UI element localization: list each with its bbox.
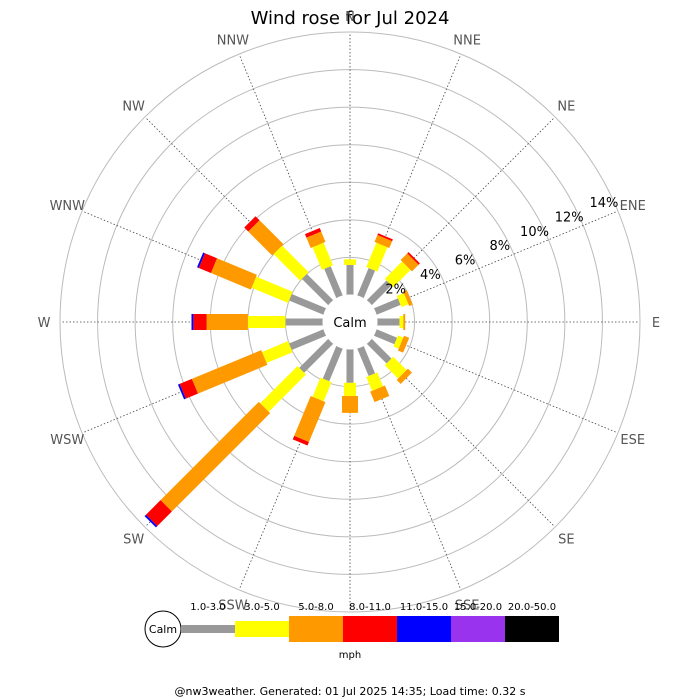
bar-wnw-bin-2 — [251, 276, 293, 303]
bar-ne-bin-1 — [366, 280, 392, 306]
bar-ssw-bin-3 — [294, 395, 326, 442]
bar-wsw-bin-3 — [191, 350, 268, 394]
bar-nnw-bin-4 — [304, 228, 322, 238]
legend-swatch-7 — [505, 616, 559, 642]
legend-label-5: 11.0-15.0 — [400, 602, 448, 613]
bar-ese-bin-2 — [393, 335, 404, 349]
spoke-ese — [374, 331, 617, 433]
bar-wsw-bin-5 — [177, 383, 186, 400]
bar-nw-bin-3 — [248, 220, 284, 256]
direction-label-e: E — [652, 316, 660, 331]
percent-label-1: 2% — [385, 282, 406, 297]
bar-sse-bin-3 — [370, 385, 390, 403]
chart-title: Wind rose for Jul 2024 — [251, 8, 450, 29]
direction-label-sw: SW — [123, 532, 144, 547]
wind-bars — [144, 216, 420, 528]
legend-label-7: 20.0-50.0 — [508, 602, 556, 613]
direction-label-nnw: NNW — [217, 33, 249, 48]
percent-labels: 2% 4% 6% 8% 10% 12% 14% — [385, 196, 618, 297]
bar-nne-bin-1 — [357, 267, 376, 299]
bar-ne-bin-3 — [400, 253, 419, 272]
legend-swatch-5 — [397, 616, 451, 642]
legend-units: mph — [339, 650, 361, 661]
direction-label-ene: ENE — [620, 199, 646, 214]
spoke-ene — [374, 211, 617, 313]
bar-sw-bin-1 — [299, 338, 334, 373]
bar-ssw-bin-2 — [312, 377, 332, 402]
percent-label-3: 6% — [455, 254, 476, 269]
bar-sse-bin-1 — [357, 345, 376, 377]
grid-ring-5 — [134, 106, 566, 538]
bar-wsw-bin-4 — [179, 378, 198, 399]
legend-label-6: 15.0-20.0 — [454, 602, 502, 613]
bar-se-bin-3 — [396, 368, 412, 384]
legend-label-3: 5.0-8.0 — [298, 602, 333, 613]
direction-label-w: W — [38, 316, 51, 331]
legend-calm-label: Calm — [149, 623, 177, 636]
bar-sw-bin-4 — [145, 500, 172, 527]
bar-sw-bin-5 — [144, 514, 158, 528]
bar-ene-bin-3 — [403, 289, 413, 307]
bar-nne-bin-4 — [377, 233, 393, 242]
percent-label-2: 4% — [420, 268, 441, 283]
direction-label-ese: ESE — [620, 433, 645, 448]
legend-label-1: 1.0-3.0 — [190, 602, 225, 613]
footer-text: @nw3weather. Generated: 01 Jul 2025 14:3… — [175, 685, 526, 698]
percent-label-4: 8% — [489, 239, 510, 254]
bar-ene-bin-1 — [373, 298, 401, 315]
bar-nw-bin-2 — [273, 245, 309, 281]
bar-ene-bin-2 — [396, 293, 409, 308]
bar-ssw-bin-4 — [292, 435, 309, 446]
legend-label-2: 3.0-5.0 — [244, 602, 279, 613]
bar-nw-bin-4 — [244, 216, 260, 232]
percent-label-6: 12% — [555, 210, 584, 225]
legend-label-4: 8.0-11.0 — [349, 602, 391, 613]
legend-swatch-3 — [289, 616, 343, 642]
calm-circle: Calm — [322, 294, 378, 350]
direction-label-sse: SSE — [455, 599, 480, 614]
bar-nne-bin-3 — [374, 234, 393, 249]
bar-wnw-bin-4 — [198, 253, 218, 274]
bar-wsw-bin-2 — [262, 341, 293, 364]
bar-ese-bin-1 — [373, 329, 398, 345]
percent-label-5: 10% — [520, 225, 549, 240]
bar-sw-bin-2 — [260, 366, 306, 412]
legend-swatch-2 — [235, 621, 289, 637]
bar-nne-bin-2 — [366, 242, 388, 272]
direction-labels: NNNENEENEEESESESSESSSWSWWSWWWNWNWNNW — [38, 10, 661, 637]
grid-ring-7 — [59, 31, 641, 613]
direction-label-n: N — [345, 10, 355, 25]
direction-label-ssw: SSW — [218, 599, 248, 614]
legend-swatch-1 — [181, 625, 235, 633]
direction-label-se: SE — [558, 532, 574, 547]
bar-sw-bin-3 — [160, 401, 271, 512]
bar-wnw-bin-3 — [210, 258, 257, 290]
direction-label-ne: NE — [557, 100, 575, 115]
bar-wnw-bin-1 — [289, 294, 327, 315]
speed-legend: Calm 1.0-3.0 3.0-5.0 5.0-8.0 8.0-11.0 11.0-15… — [144, 602, 559, 661]
bar-se-bin-2 — [384, 356, 407, 379]
bar-sse-bin-2 — [366, 372, 384, 391]
grid-ring-4 — [172, 144, 528, 500]
bar-nw-bin-1 — [301, 273, 334, 306]
bar-nnw-bin-2 — [312, 242, 333, 270]
direction-label-wnw: WNW — [50, 199, 86, 214]
direction-label-nne: NNE — [453, 33, 481, 48]
bar-ese-bin-3 — [397, 335, 410, 353]
percent-label-7: 14% — [589, 196, 618, 211]
bar-se-bin-1 — [366, 338, 392, 364]
bar-wsw-bin-1 — [289, 329, 327, 350]
legend-swatch-4 — [343, 616, 397, 642]
direction-label-wsw: WSW — [50, 433, 84, 448]
direction-label-nw: NW — [122, 100, 145, 115]
bar-ne-bin-4 — [407, 252, 420, 265]
legend-swatch-6 — [451, 616, 505, 642]
bar-nnw-bin-1 — [324, 266, 343, 299]
bar-ssw-bin-1 — [322, 345, 343, 382]
bar-ne-bin-2 — [384, 261, 411, 288]
calm-label: Calm — [333, 316, 366, 331]
bar-nnw-bin-3 — [306, 231, 326, 249]
bar-wnw-bin-5 — [197, 252, 205, 269]
